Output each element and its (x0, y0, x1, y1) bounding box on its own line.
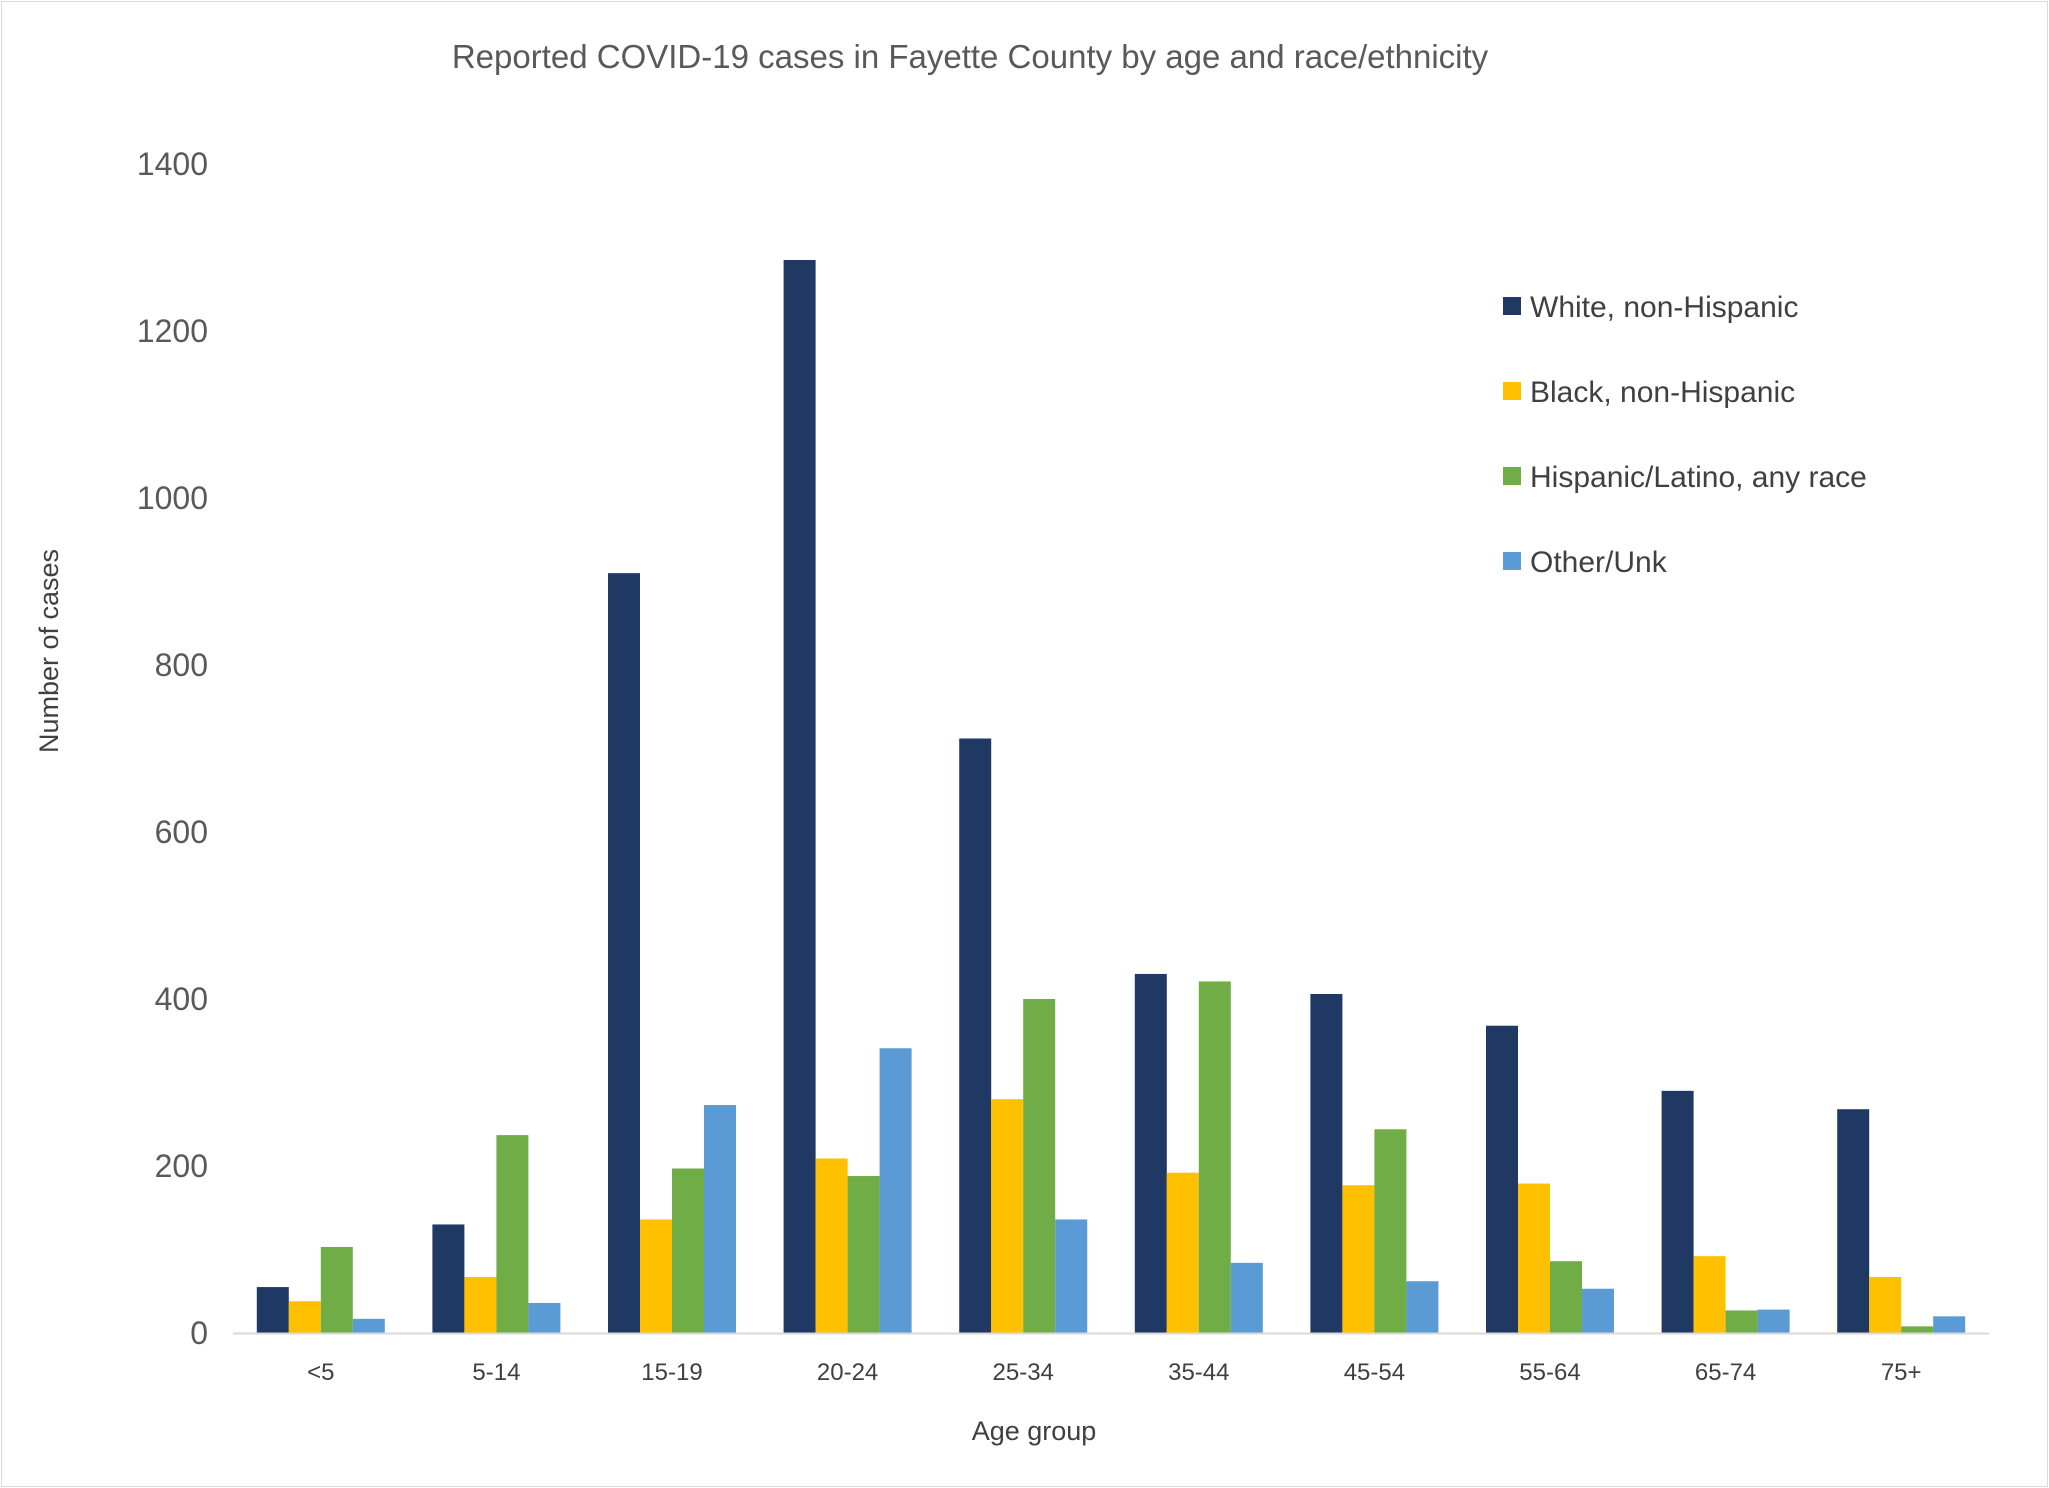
bars (256, 260, 1966, 1333)
y-tick-label: 400 (155, 981, 208, 1017)
legend-label: White, non-Hispanic (1530, 291, 1798, 324)
x-tick-label: 35-44 (1168, 1359, 1229, 1386)
bar-Hispanic/Latino, any race-25-34 (1023, 999, 1056, 1333)
legend-swatch (1503, 467, 1521, 485)
bar-Black, non-Hispanic-45-54 (1342, 1185, 1375, 1333)
x-tick-label: 75+ (1881, 1359, 1922, 1386)
bar-Black, non-Hispanic-5-14 (464, 1277, 497, 1333)
y-tick-label: 800 (155, 647, 208, 683)
legend-label: Black, non-Hispanic (1530, 376, 1795, 409)
bar-Other/Unk-35-44 (1230, 1262, 1263, 1333)
bar-Other/Unk-15-19 (704, 1105, 736, 1333)
bar-Black, non-Hispanic-55-64 (1518, 1183, 1550, 1333)
bar-Other/Unk-<5 (352, 1318, 385, 1333)
legend: White, non-Hispanic Black, non-Hispanic Hi… (1503, 291, 1867, 579)
y-tick-label: 1000 (137, 480, 208, 516)
x-tick-label: 20-24 (817, 1359, 878, 1386)
x-tick-label: 65-74 (1695, 1359, 1756, 1386)
bar-Hispanic/Latino, any race-5-14 (496, 1135, 529, 1333)
x-tick-label: 55-64 (1519, 1359, 1580, 1386)
x-tick-label: 45-54 (1344, 1359, 1405, 1386)
bar-Hispanic/Latino, any race-65-74 (1725, 1310, 1758, 1333)
bar-Other/Unk-75+ (1933, 1316, 1966, 1333)
legend-swatch (1503, 552, 1521, 570)
bar-White, non-Hispanic-5-14 (432, 1224, 465, 1333)
bar-Other/Unk-45-54 (1406, 1281, 1439, 1333)
x-tick-label: <5 (307, 1359, 334, 1386)
bar-Other/Unk-55-64 (1582, 1288, 1614, 1333)
x-tick-label: 25-34 (993, 1359, 1054, 1386)
chart-title: Reported COVID-19 cases in Fayette Count… (452, 38, 1489, 75)
bar-White, non-Hispanic-25-34 (959, 738, 992, 1333)
bar-Other/Unk-25-34 (1055, 1219, 1088, 1333)
bar-White, non-Hispanic-20-24 (783, 260, 816, 1333)
legend-swatch (1503, 297, 1521, 315)
bar-Hispanic/Latino, any race-20-24 (847, 1176, 880, 1333)
bar-White, non-Hispanic-45-54 (1310, 993, 1343, 1333)
bar-Hispanic/Latino, any race-<5 (320, 1246, 353, 1333)
bar-White, non-Hispanic-65-74 (1661, 1090, 1694, 1333)
y-tick-label: 600 (155, 814, 208, 850)
legend-swatch (1503, 382, 1521, 400)
bar-Black, non-Hispanic-20-24 (815, 1158, 848, 1333)
y-tick-label: 1400 (137, 146, 208, 182)
x-axis-ticks: <5 5-14 15-19 20-24 25-34 35-44 45-54 55-64 65-7… (307, 1359, 1921, 1386)
bar-Hispanic/Latino, any race-55-64 (1550, 1261, 1582, 1333)
y-tick-label: 1200 (137, 313, 208, 349)
legend-label: Hispanic/Latino, any race (1530, 461, 1867, 494)
bar-White, non-Hispanic-55-64 (1486, 1025, 1518, 1333)
bar-Black, non-Hispanic-35-44 (1166, 1172, 1199, 1333)
legend-label: Other/Unk (1530, 546, 1668, 579)
bar-Hispanic/Latino, any race-45-54 (1374, 1129, 1407, 1333)
bar-Hispanic/Latino, any race-35-44 (1198, 981, 1231, 1333)
x-tick-label: 5-14 (472, 1359, 520, 1386)
bar-Hispanic/Latino, any race-15-19 (672, 1168, 704, 1333)
bar-White, non-Hispanic-15-19 (608, 573, 640, 1333)
bar-Black, non-Hispanic-15-19 (640, 1219, 672, 1333)
bar-Black, non-Hispanic-25-34 (991, 1099, 1024, 1333)
bar-Black, non-Hispanic-65-74 (1693, 1256, 1726, 1333)
bar-White, non-Hispanic-35-44 (1134, 973, 1167, 1333)
y-axis-label: Number of cases (34, 549, 64, 753)
bar-Black, non-Hispanic-<5 (288, 1301, 321, 1333)
bar-Hispanic/Latino, any race-75+ (1901, 1326, 1934, 1333)
x-tick-label: 15-19 (641, 1359, 702, 1386)
bar-White, non-Hispanic-<5 (256, 1287, 289, 1333)
bar-White, non-Hispanic-75+ (1837, 1109, 1870, 1333)
y-tick-label: 0 (190, 1315, 208, 1351)
y-axis-ticks: 0 200 400 600 800 1000 1200 1400 (137, 146, 208, 1351)
x-axis-label: Age group (972, 1416, 1097, 1446)
bar-Black, non-Hispanic-75+ (1869, 1277, 1902, 1333)
bar-Other/Unk-5-14 (528, 1302, 561, 1333)
y-tick-label: 200 (155, 1148, 208, 1184)
bar-Other/Unk-65-74 (1757, 1309, 1790, 1333)
bar-Other/Unk-20-24 (879, 1048, 912, 1333)
